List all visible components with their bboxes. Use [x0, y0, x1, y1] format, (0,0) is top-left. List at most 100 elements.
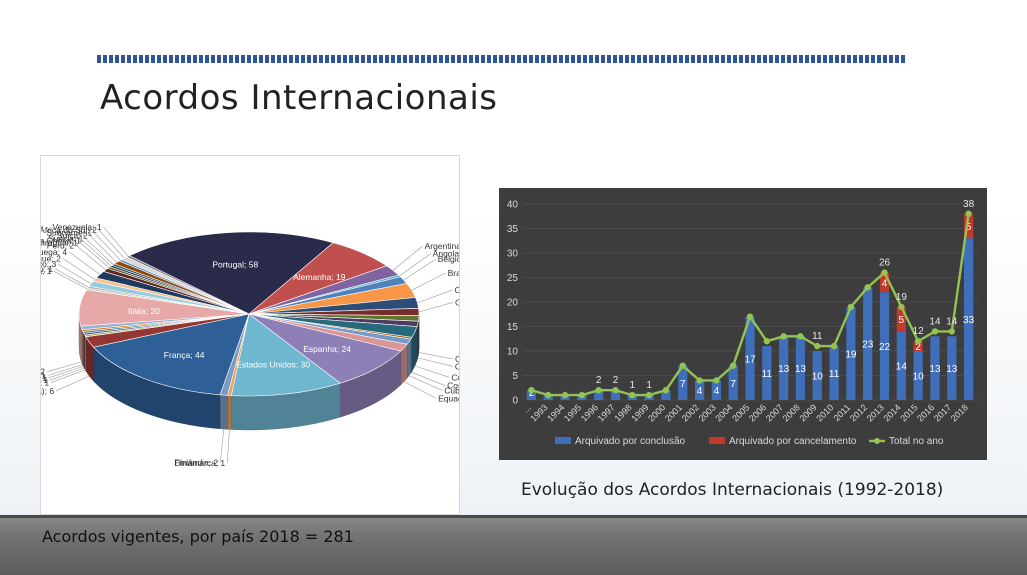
y-tick-label: 10 [507, 347, 519, 358]
x-tick-label: 2003 [697, 402, 718, 423]
pie-slice-label: China; 3 [455, 361, 459, 371]
pie-leader-line [411, 371, 446, 386]
bar-data-label: 13 [778, 364, 790, 375]
x-tick-label: 2016 [915, 402, 936, 423]
line-point [713, 377, 720, 384]
y-tick-label: 15 [507, 322, 519, 333]
pie-slice-label: Brasil; 8 [448, 268, 459, 278]
line-point [595, 387, 602, 394]
bar-data-label: 13 [946, 364, 958, 375]
line-point [696, 377, 703, 384]
line-point [545, 391, 552, 399]
bar-conclusao [863, 287, 873, 400]
x-tick-label: 2009 [797, 402, 818, 423]
footer-text: Acordos vigentes, por país 2018 = 281 [42, 527, 354, 546]
x-tick-label: 2015 [898, 402, 919, 423]
pie-leader-line [79, 242, 110, 268]
bar-conclusao [728, 365, 738, 400]
bar-data-label: 17 [744, 354, 756, 365]
bar-data-label: 2 [529, 388, 535, 399]
x-tick-label: 2001 [663, 402, 684, 423]
x-tick-label: 2010 [814, 402, 835, 423]
bar-conclusao [812, 351, 822, 400]
x-tick-label: 1996 [579, 402, 600, 423]
pie-leader-line [51, 369, 86, 383]
bar-conclusao [745, 316, 755, 400]
bar-cancelamento [913, 341, 923, 351]
line-data-label: 26 [879, 258, 891, 269]
title-stripe [97, 55, 905, 63]
bar-data-label: 10 [913, 372, 925, 383]
line-point [629, 391, 636, 399]
line-data-label: 2 [613, 375, 619, 386]
bar-conclusao [526, 390, 537, 400]
x-tick-label: 1993 [528, 402, 549, 423]
x-tick-label: 2007 [764, 402, 785, 423]
line-point [645, 391, 653, 399]
pie-leader-line [103, 226, 129, 257]
bar-data-label: 4 [697, 386, 703, 397]
line-data-label: 2 [596, 375, 602, 386]
chart-caption: Evolução dos Acordos Internacionais (199… [521, 480, 944, 500]
line-point [746, 313, 754, 320]
bar-cancelamento [879, 272, 890, 293]
pie-leader-line [62, 258, 95, 280]
pie-leader-line [49, 367, 85, 381]
bar-conclusao [694, 380, 705, 400]
x-tick-label: 2000 [646, 402, 667, 423]
line-point [898, 303, 905, 311]
pie-slice-label: África do Sul; 2 [41, 225, 97, 235]
line-data-label: 1 [630, 380, 636, 391]
bar-data-label: 4 [714, 386, 720, 397]
line-data-label: 38 [963, 199, 975, 210]
bar-conclusao [879, 292, 890, 400]
slide-title: Acordos Internacionais [100, 78, 498, 118]
pie-slice-label: Alemanha; 19 [293, 272, 346, 282]
pie-slice-label: França; 44 [164, 350, 205, 360]
pie-slice-label: Paraguai; 1 [41, 237, 78, 247]
pie-leader-line [392, 245, 423, 271]
x-tick-label: 2002 [680, 402, 701, 423]
bar-data-label: 5 [899, 315, 905, 326]
x-tick-label: 2017 [932, 402, 953, 423]
pie-slice-label: Espanha; 24 [303, 344, 351, 354]
bar-data-label: 23 [862, 340, 874, 351]
pie-leader-line [399, 253, 431, 277]
line-point [948, 328, 955, 335]
pie-chart-panel: Portugal; 58 Alemanha; 19 Argentina; 6Ango… [0, 155, 509, 515]
pie-leader-line [418, 352, 454, 360]
pie-slice-label: Bélgica; 4 [438, 254, 459, 264]
x-tick-label: 2005 [730, 402, 751, 423]
pie-leader-line [226, 429, 230, 463]
x-tick-label: 2006 [747, 402, 768, 423]
bar-data-label: 33 [963, 315, 975, 326]
pie-slice [92, 313, 250, 396]
pie-leader-line [89, 235, 118, 263]
chart-legend: Arquivado por conclusão Arquivado por can… [555, 436, 944, 447]
pie-slice-side [219, 394, 228, 430]
footer-band [0, 515, 1027, 575]
y-tick-label: 40 [507, 200, 519, 211]
bar-data-label: 2 [915, 342, 921, 353]
y-tick-label: 5 [512, 371, 518, 382]
bar-conclusao [913, 351, 923, 400]
bar-conclusao [594, 390, 604, 400]
legend-swatch [555, 437, 571, 444]
line-point [965, 210, 972, 217]
bar-conclusao [661, 390, 671, 400]
x-tick-label: 1995 [562, 402, 583, 423]
pie-slice-label: Suriname; 1 [46, 228, 92, 238]
bar-conclusao [795, 336, 806, 400]
bar-conclusao [610, 390, 621, 400]
bar-conclusao [930, 336, 940, 400]
pie-leader-line [55, 375, 90, 392]
x-tick-label: 2008 [781, 402, 802, 423]
x-tick-label: 2011 [832, 402, 853, 423]
y-tick-label: 30 [507, 249, 519, 260]
line-data-label: 1 [646, 380, 652, 391]
line-point [780, 333, 787, 340]
line-point [729, 362, 737, 369]
pie-leader-line [58, 263, 92, 284]
bar-data-label: 13 [929, 364, 941, 375]
